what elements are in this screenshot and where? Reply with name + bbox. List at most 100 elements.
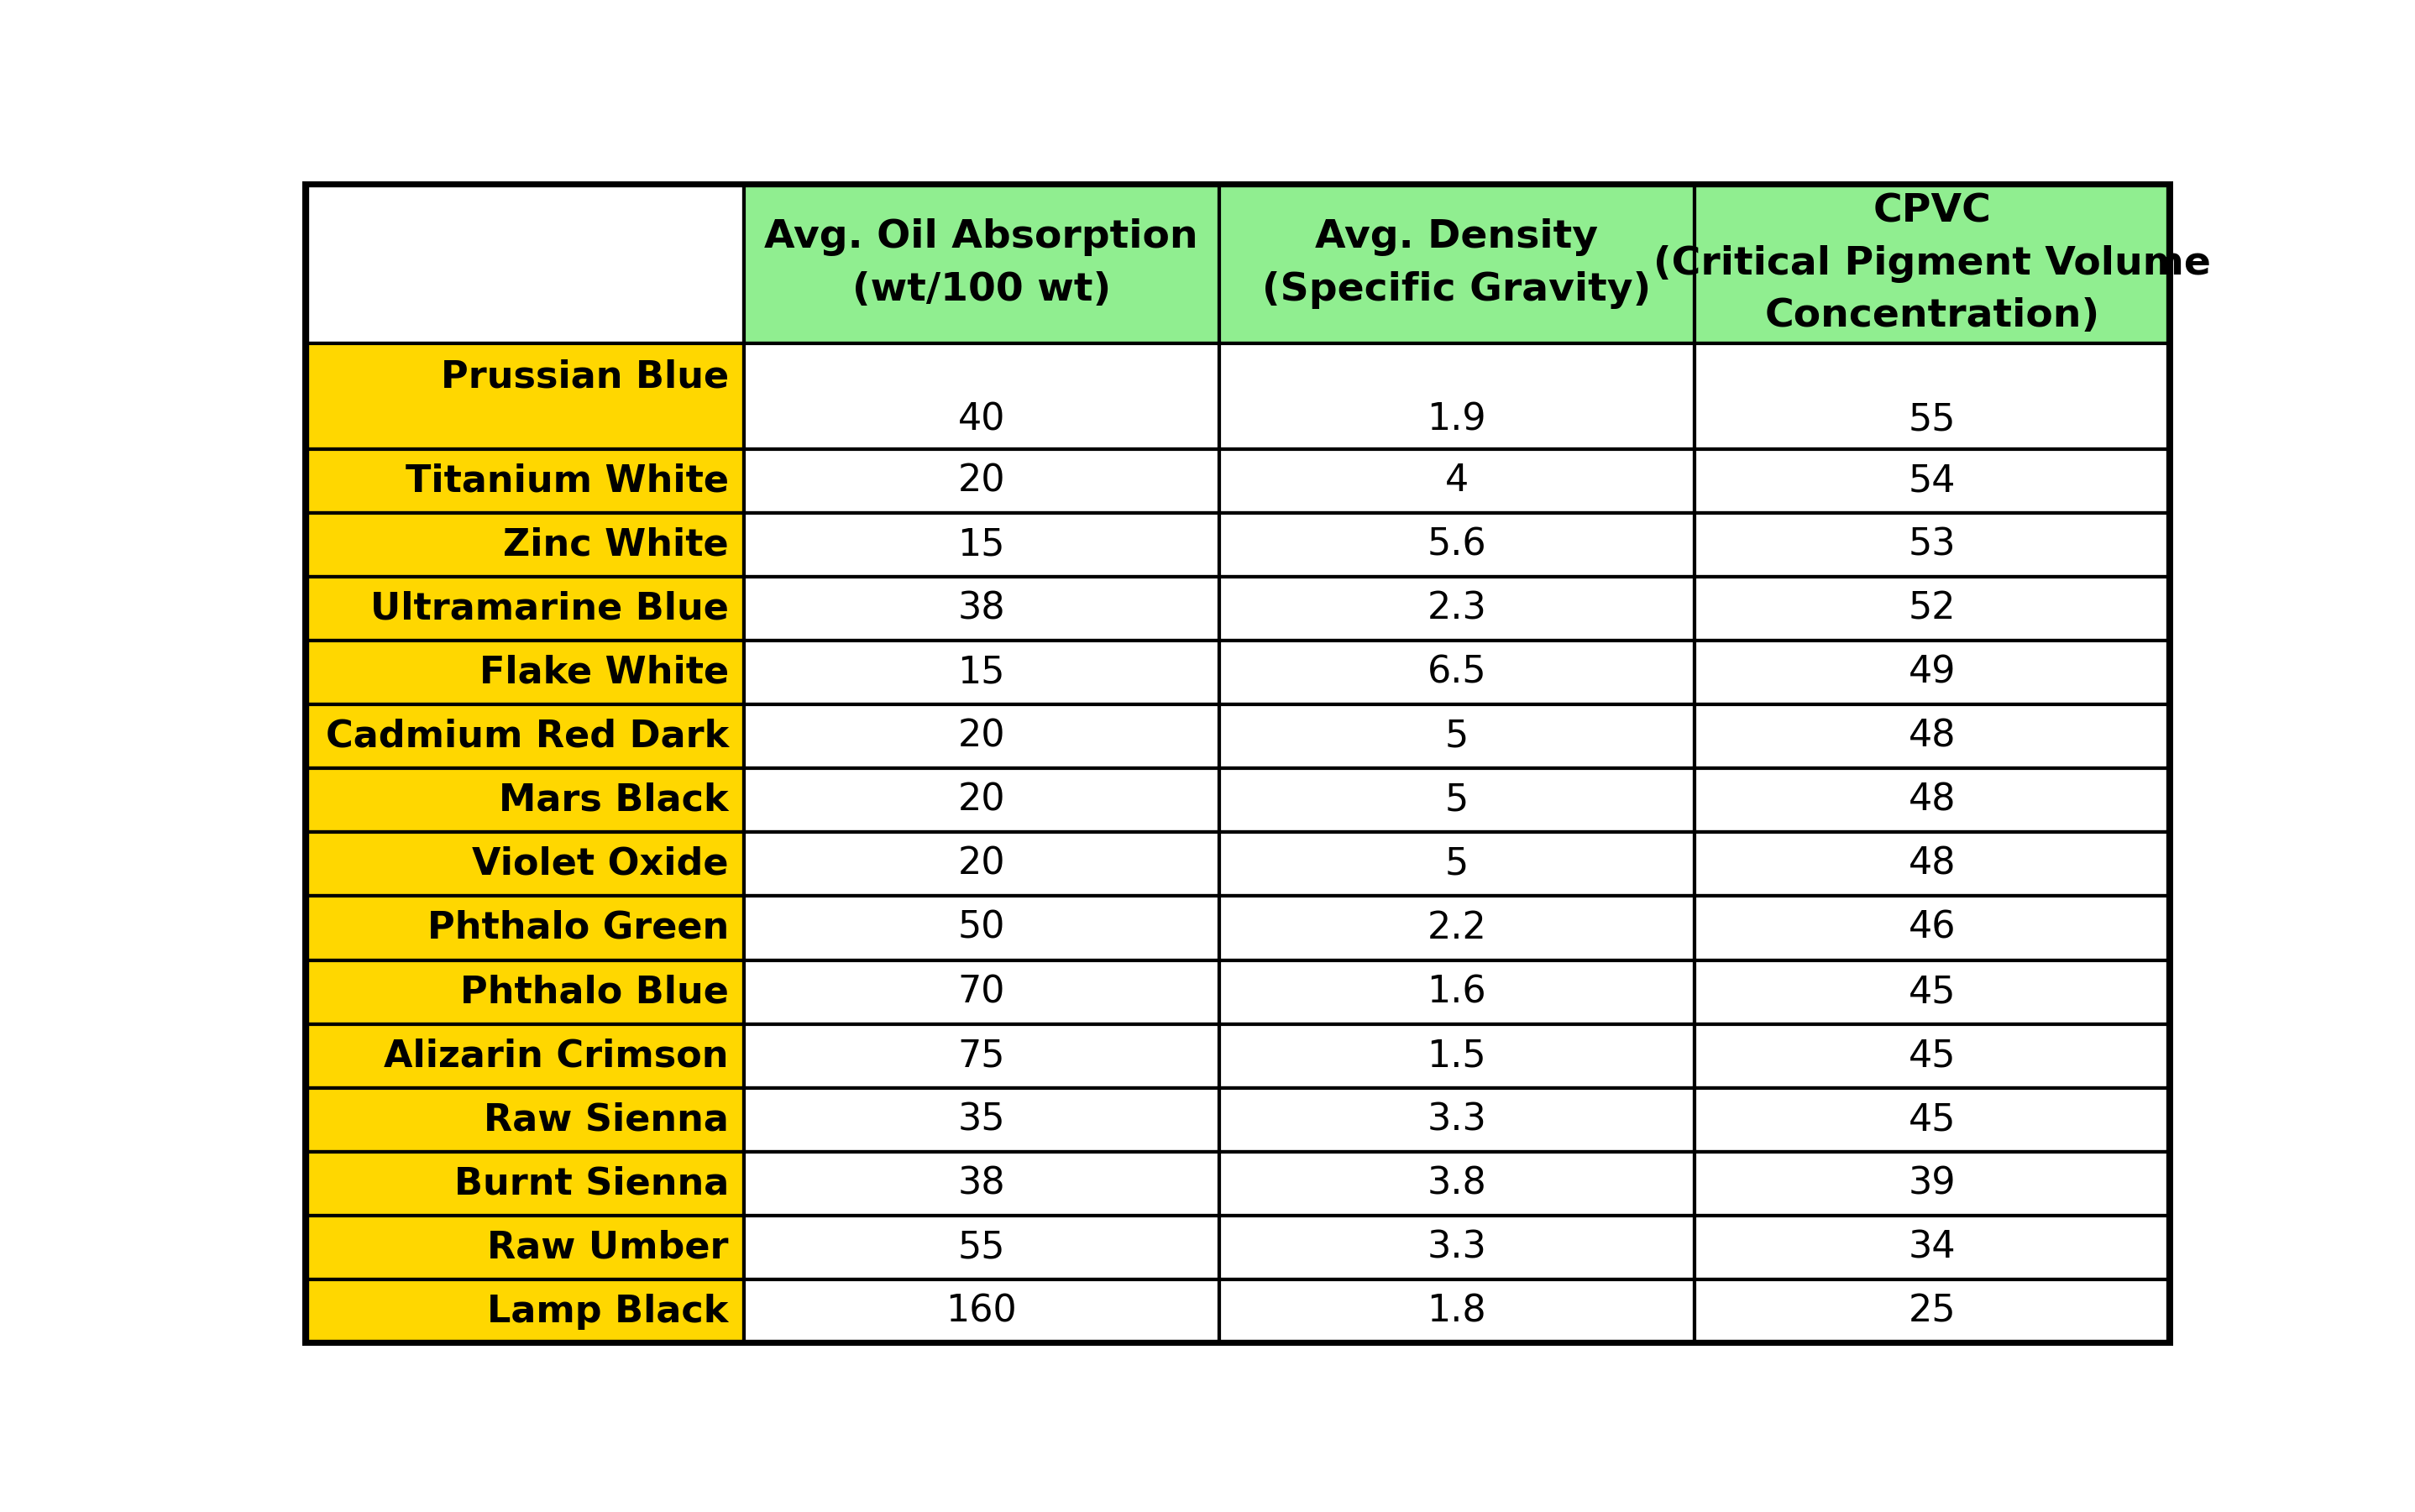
Bar	[307, 1024, 744, 1087]
Text: 46: 46	[1908, 910, 1956, 947]
Text: 38: 38	[959, 1166, 1005, 1202]
Bar	[1220, 705, 1695, 768]
Text: 5.6: 5.6	[1427, 526, 1485, 562]
Bar	[307, 768, 744, 832]
Bar	[1220, 832, 1695, 897]
Text: 39: 39	[1908, 1166, 1956, 1202]
Bar	[744, 1279, 1220, 1343]
Text: 38: 38	[959, 591, 1005, 626]
Bar	[1695, 1216, 2169, 1279]
Text: 55: 55	[1908, 401, 1956, 437]
Text: Mars Black: Mars Black	[500, 782, 729, 818]
Bar	[1695, 960, 2169, 1024]
Bar	[1220, 513, 1695, 576]
Text: 52: 52	[1908, 591, 1956, 626]
Bar	[744, 897, 1220, 960]
Bar	[1220, 343, 1695, 449]
Text: 3.8: 3.8	[1427, 1166, 1485, 1202]
Bar	[307, 1087, 744, 1152]
Text: Cadmium Red Dark: Cadmium Red Dark	[326, 718, 729, 754]
Bar	[1695, 1087, 2169, 1152]
Bar	[1695, 897, 2169, 960]
Text: Flake White: Flake White	[478, 655, 729, 691]
Text: 160: 160	[947, 1293, 1017, 1329]
Text: Violet Oxide: Violet Oxide	[473, 847, 729, 881]
Text: 2.2: 2.2	[1427, 910, 1488, 947]
Text: 2.3: 2.3	[1427, 591, 1488, 626]
Bar	[1695, 184, 2169, 343]
Text: 48: 48	[1908, 718, 1956, 754]
Text: 3.3: 3.3	[1427, 1229, 1488, 1266]
Text: 6.5: 6.5	[1427, 655, 1485, 691]
Text: 49: 49	[1908, 655, 1956, 691]
Bar	[1695, 1152, 2169, 1216]
Bar	[744, 1152, 1220, 1216]
Text: 48: 48	[1908, 847, 1956, 881]
Bar	[307, 1216, 744, 1279]
Bar	[744, 513, 1220, 576]
Text: 5: 5	[1444, 718, 1468, 754]
Text: Prussian Blue: Prussian Blue	[440, 360, 729, 395]
Bar	[307, 184, 744, 343]
Bar	[1220, 576, 1695, 641]
Text: Ultramarine Blue: Ultramarine Blue	[369, 591, 729, 626]
Text: Raw Sienna: Raw Sienna	[483, 1102, 729, 1139]
Bar	[307, 832, 744, 897]
Bar	[744, 343, 1220, 449]
Bar	[1220, 1216, 1695, 1279]
Bar	[307, 705, 744, 768]
Text: 54: 54	[1908, 463, 1956, 499]
Text: 15: 15	[959, 526, 1005, 562]
Bar	[1695, 1279, 2169, 1343]
Bar	[1220, 1279, 1695, 1343]
Bar	[1220, 184, 1695, 343]
Text: 50: 50	[959, 910, 1005, 947]
Text: 1.5: 1.5	[1427, 1037, 1485, 1074]
Bar	[744, 832, 1220, 897]
Bar	[1220, 1087, 1695, 1152]
Bar	[744, 1087, 1220, 1152]
Bar	[744, 1024, 1220, 1087]
Text: Avg. Oil Absorption
(wt/100 wt): Avg. Oil Absorption (wt/100 wt)	[766, 219, 1198, 308]
Bar	[1695, 343, 2169, 449]
Text: Zinc White: Zinc White	[502, 526, 729, 562]
Text: 45: 45	[1908, 974, 1956, 1010]
Text: 75: 75	[959, 1037, 1005, 1074]
Text: 1.9: 1.9	[1427, 401, 1485, 437]
Bar	[1220, 1152, 1695, 1216]
Text: Alizarin Crimson: Alizarin Crimson	[384, 1037, 729, 1074]
Bar	[1220, 449, 1695, 513]
Text: Raw Umber: Raw Umber	[488, 1229, 729, 1266]
Bar	[1220, 960, 1695, 1024]
Text: 5: 5	[1444, 847, 1468, 881]
Bar	[1695, 576, 2169, 641]
Bar	[1695, 832, 2169, 897]
Text: 45: 45	[1908, 1102, 1956, 1139]
Text: 45: 45	[1908, 1037, 1956, 1074]
Text: Phthalo Green: Phthalo Green	[427, 910, 729, 947]
Text: 15: 15	[959, 655, 1005, 691]
Text: Phthalo Blue: Phthalo Blue	[461, 974, 729, 1010]
Bar	[307, 1279, 744, 1343]
Text: 34: 34	[1908, 1229, 1956, 1266]
Bar	[1695, 513, 2169, 576]
Text: 5: 5	[1444, 782, 1468, 818]
Text: 40: 40	[959, 401, 1005, 437]
Text: 3.3: 3.3	[1427, 1102, 1488, 1139]
Text: 1.8: 1.8	[1427, 1293, 1485, 1329]
Bar	[1220, 1024, 1695, 1087]
Bar	[307, 960, 744, 1024]
Bar	[744, 768, 1220, 832]
Text: Lamp Black: Lamp Black	[488, 1293, 729, 1329]
Bar	[307, 641, 744, 705]
Bar	[744, 184, 1220, 343]
Text: Titanium White: Titanium White	[406, 463, 729, 499]
Text: 53: 53	[1908, 526, 1956, 562]
Text: Burnt Sienna: Burnt Sienna	[454, 1166, 729, 1202]
Text: 70: 70	[959, 974, 1005, 1010]
Bar	[744, 576, 1220, 641]
Bar	[1220, 641, 1695, 705]
Text: 20: 20	[959, 718, 1005, 754]
Bar	[307, 449, 744, 513]
Text: 20: 20	[959, 463, 1005, 499]
